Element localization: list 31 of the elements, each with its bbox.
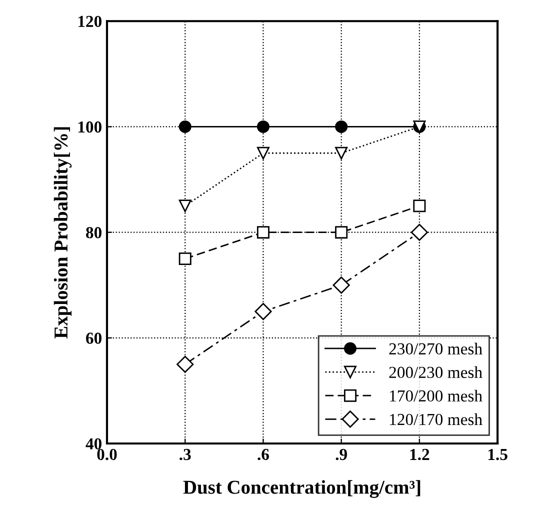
point bbox=[254, 302, 272, 320]
x-axis-title: Dust Concentration[mg/cm³] bbox=[183, 480, 420, 498]
point bbox=[410, 224, 428, 241]
legend-label: 230/270 mesh bbox=[389, 342, 482, 354]
point bbox=[335, 120, 348, 133]
legend-label: 170/200 mesh bbox=[390, 390, 482, 402]
point bbox=[256, 146, 270, 160]
point bbox=[178, 252, 192, 265]
legend-label: 200/230 mesh bbox=[389, 366, 482, 378]
point bbox=[256, 120, 270, 133]
point bbox=[335, 226, 348, 239]
x-tick-label: .6 bbox=[258, 448, 269, 460]
point bbox=[332, 276, 350, 294]
x-tick-label: .3 bbox=[180, 448, 191, 460]
legend-label: 120/170 mesh bbox=[390, 413, 482, 426]
y-tick-label: 60 bbox=[86, 332, 102, 344]
point bbox=[178, 120, 192, 133]
y-tick-label: 100 bbox=[78, 121, 102, 133]
x-tick-label: .9 bbox=[336, 448, 347, 460]
point bbox=[335, 146, 348, 160]
y-tick-label: 120 bbox=[78, 16, 102, 28]
point bbox=[176, 356, 194, 373]
y-tick-label: 80 bbox=[86, 227, 102, 238]
x-tick-label: 1.2 bbox=[410, 448, 430, 460]
point bbox=[178, 200, 192, 212]
y-axis-title: Explosion Probability[%] bbox=[54, 127, 72, 339]
point bbox=[413, 200, 426, 212]
y-tick-label: 40 bbox=[86, 438, 102, 450]
x-tick-label: 0.0 bbox=[97, 448, 117, 460]
x-tick-label: 1.5 bbox=[488, 448, 508, 460]
point bbox=[256, 226, 270, 239]
